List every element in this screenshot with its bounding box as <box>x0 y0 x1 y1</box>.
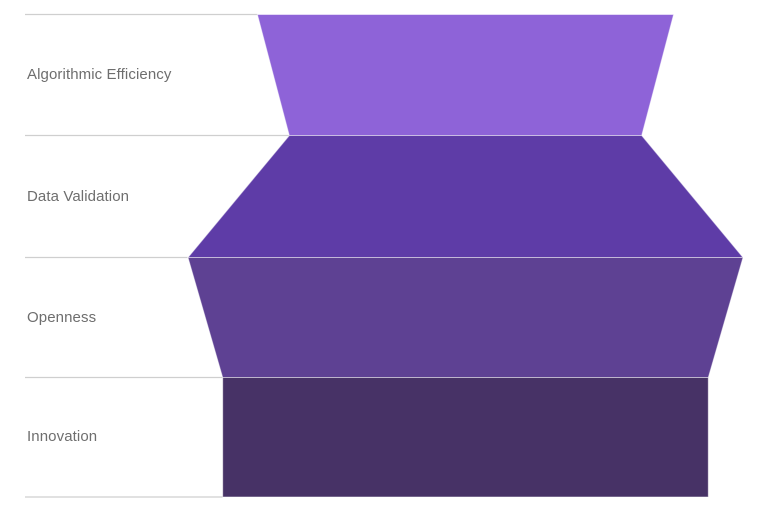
category-label-algorithmic-efficiency: Algorithmic Efficiency <box>27 66 172 83</box>
funnel-slice-data-validation[interactable] <box>186 135 745 258</box>
funnel-slice-innovation[interactable] <box>222 377 709 498</box>
funnel-slice-algorithmic-efficiency[interactable] <box>256 14 675 136</box>
category-label-innovation: Innovation <box>27 428 98 446</box>
funnel-slice-openness[interactable] <box>187 257 744 378</box>
category-label-data-validation: Data Validation <box>27 187 130 205</box>
category-label-openness: Openness <box>27 308 97 326</box>
